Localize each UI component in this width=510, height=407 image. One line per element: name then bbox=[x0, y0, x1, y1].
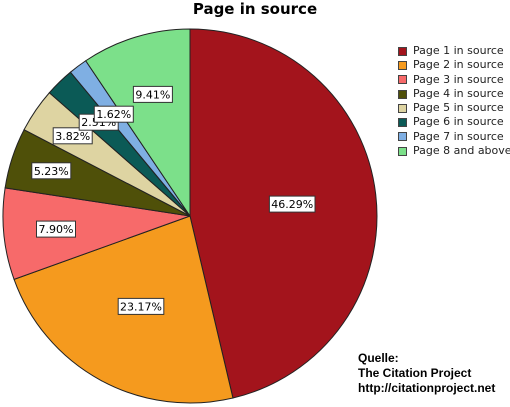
legend: Page 1 in source Page 2 in source Page 3 i… bbox=[398, 44, 510, 158]
legend-item-2: Page 2 in source bbox=[398, 58, 510, 72]
slice-label-4: 5.23% bbox=[31, 162, 72, 180]
legend-label: Page 3 in source bbox=[413, 72, 504, 86]
legend-swatch bbox=[398, 103, 407, 113]
pie-slice-3 bbox=[2, 187, 191, 281]
svg-text:46.29%: 46.29% bbox=[271, 198, 313, 211]
slice-label-1: 46.29% bbox=[268, 195, 316, 213]
legend-item-7: Page 7 in source bbox=[398, 130, 510, 144]
legend-label: Page 7 in source bbox=[413, 129, 504, 143]
legend-swatch bbox=[398, 132, 407, 142]
slice-label-8: 9.41% bbox=[132, 85, 173, 103]
slice-label-5: 3.82% bbox=[52, 127, 93, 145]
legend-item-6: Page 6 in source bbox=[398, 115, 510, 129]
chart-title: Page in source bbox=[192, 0, 318, 18]
slice-label-2: 23.17% bbox=[117, 297, 165, 315]
svg-text:23.17%: 23.17% bbox=[120, 300, 162, 313]
svg-text:1.62%: 1.62% bbox=[96, 108, 131, 121]
source-note: Quelle: The Citation Project http://cita… bbox=[358, 351, 495, 396]
legend-item-8: Page 8 and above bbox=[398, 144, 510, 158]
slice-label-7: 1.62% bbox=[93, 105, 134, 123]
legend-swatch bbox=[398, 60, 407, 70]
legend-swatch bbox=[398, 46, 407, 56]
legend-item-5: Page 5 in source bbox=[398, 101, 510, 115]
pie-slice-1 bbox=[189, 28, 378, 399]
slice-label-3: 7.90% bbox=[36, 220, 76, 238]
legend-label: Page 2 in source bbox=[413, 58, 504, 72]
svg-text:3.82%: 3.82% bbox=[55, 130, 90, 143]
legend-label: Page 5 in source bbox=[413, 101, 504, 115]
legend-item-4: Page 4 in source bbox=[398, 87, 510, 101]
svg-text:5.23%: 5.23% bbox=[34, 165, 69, 178]
svg-text:7.90%: 7.90% bbox=[39, 223, 74, 236]
legend-item-3: Page 3 in source bbox=[398, 73, 510, 87]
legend-label: Page 1 in source bbox=[413, 44, 504, 57]
legend-swatch bbox=[398, 75, 407, 85]
svg-text:9.41%: 9.41% bbox=[135, 88, 170, 101]
source-org: The Citation Project bbox=[358, 366, 472, 380]
legend-swatch bbox=[398, 146, 407, 156]
legend-swatch bbox=[398, 118, 407, 128]
legend-label: Page 8 and above bbox=[413, 144, 510, 158]
legend-item-1: Page 1 in source bbox=[398, 44, 510, 58]
pie-slice-8 bbox=[85, 28, 191, 218]
legend-swatch bbox=[398, 89, 407, 99]
legend-label: Page 6 in source bbox=[413, 115, 504, 129]
source-url: http://citationproject.net bbox=[358, 381, 496, 395]
legend-label: Page 4 in source bbox=[413, 86, 504, 100]
source-heading: Quelle: bbox=[358, 351, 399, 365]
